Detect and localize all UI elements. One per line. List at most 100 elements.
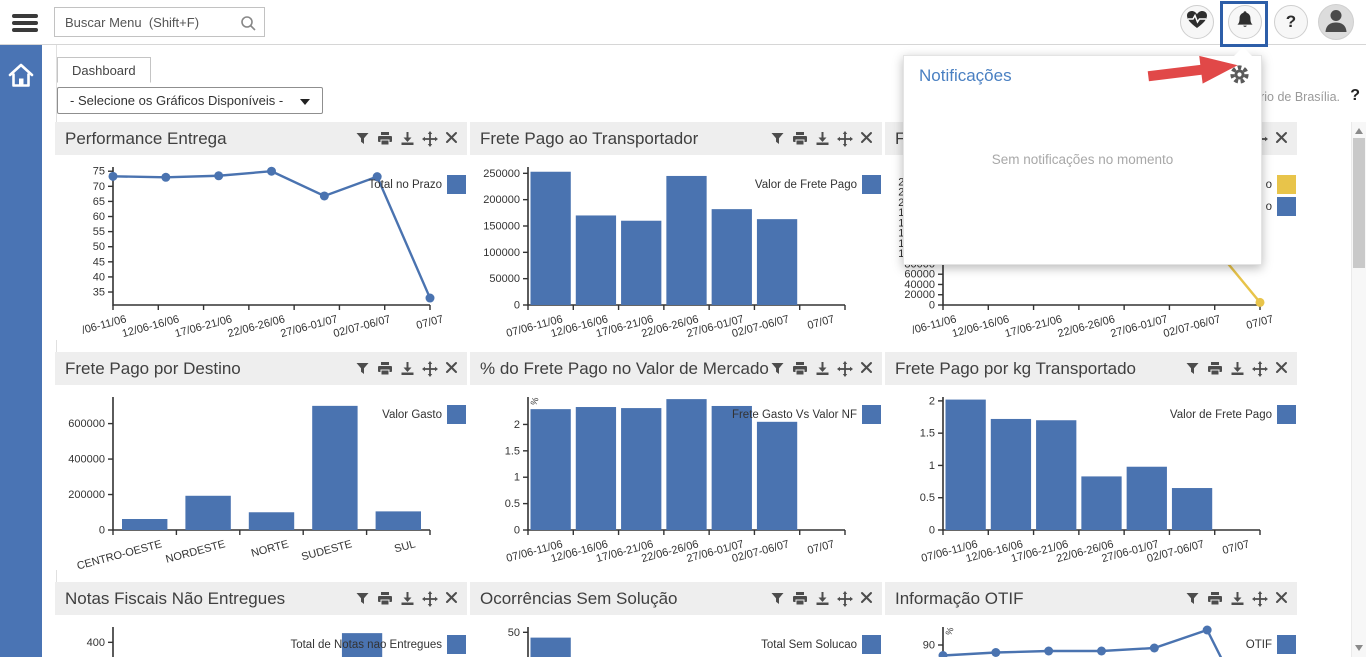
download-icon[interactable] [1230, 591, 1245, 607]
filter-icon[interactable] [770, 591, 785, 607]
chart-card-header: Frete Pago por kg Transportado [885, 352, 1297, 385]
chart-card: Performance Entrega 35 40 45 50 55 60 65 70 75/0… [55, 122, 467, 340]
move-icon[interactable] [1252, 360, 1268, 377]
close-icon[interactable] [445, 591, 458, 607]
help-icon: ? [1285, 12, 1297, 31]
chart-title: Performance Entrega [65, 128, 227, 148]
chart-title: Frete Pago por Destino [65, 358, 241, 378]
svg-text:02/07-06/07: 02/07-06/07 [1162, 313, 1222, 340]
move-icon[interactable] [1252, 590, 1268, 607]
scrollbar-thumb[interactable] [1353, 138, 1365, 268]
chart-title: % do Frete Pago no Valor de Mercadoria [480, 358, 770, 378]
filter-icon[interactable] [355, 131, 370, 147]
avatar [1321, 5, 1351, 40]
timezone-help-icon[interactable]: ? [1350, 87, 1360, 104]
svg-text:OTIF: OTIF [1246, 639, 1272, 651]
svg-text:07/07: 07/07 [806, 313, 836, 332]
filter-icon[interactable] [1185, 361, 1200, 377]
filter-icon[interactable] [770, 361, 785, 377]
print-icon[interactable] [377, 591, 393, 607]
close-icon[interactable] [1275, 361, 1288, 377]
notifications-button[interactable] [1228, 5, 1262, 39]
svg-text:Total Sem Solucao: Total Sem Solucao [761, 639, 857, 651]
svg-text:0.5: 0.5 [505, 498, 520, 510]
download-icon[interactable] [815, 591, 830, 607]
sidebar-item-home[interactable] [0, 53, 42, 101]
health-heart-button[interactable] [1180, 5, 1214, 39]
chart-plot: 400 Total de Notas nao Entregues [87, 627, 466, 657]
close-icon[interactable] [860, 591, 873, 607]
svg-text:0: 0 [514, 525, 520, 537]
close-icon[interactable] [445, 361, 458, 377]
home-icon [6, 60, 36, 95]
content-divider [56, 45, 57, 657]
vertical-scrollbar[interactable] [1351, 122, 1366, 657]
chart-toolbar [355, 590, 467, 607]
scroll-up-icon[interactable] [1355, 128, 1363, 134]
svg-text:o: o [1266, 179, 1272, 191]
print-icon[interactable] [1207, 591, 1223, 607]
chart-card-header: Notas Fiscais Não Entregues [55, 582, 467, 615]
timezone-note: ário de Brasília. [1253, 90, 1340, 104]
svg-text:0: 0 [929, 300, 935, 312]
print-icon[interactable] [792, 361, 808, 377]
filter-icon[interactable] [1185, 591, 1200, 607]
bell-icon [1235, 10, 1255, 35]
svg-text:07/07: 07/07 [1245, 313, 1275, 332]
download-icon[interactable] [1230, 361, 1245, 377]
chart-toolbar [770, 130, 882, 147]
print-icon[interactable] [377, 131, 393, 147]
filter-icon[interactable] [770, 131, 785, 147]
svg-text:22/06-26/06: 22/06-26/06 [1056, 313, 1116, 340]
move-icon[interactable] [837, 590, 853, 607]
print-icon[interactable] [1207, 361, 1223, 377]
svg-text:02/07-06/07: 02/07-06/07 [332, 313, 392, 340]
move-icon[interactable] [837, 360, 853, 377]
move-icon[interactable] [422, 360, 438, 377]
svg-text:1: 1 [514, 472, 520, 484]
close-icon[interactable] [445, 131, 458, 147]
download-icon[interactable] [400, 131, 415, 147]
chart-plot: 00.511.5207/06-11/0612/06-16/0617/06-21/… [505, 396, 881, 565]
filter-icon[interactable] [355, 591, 370, 607]
svg-text:0: 0 [99, 525, 105, 537]
svg-text:0: 0 [514, 300, 520, 312]
print-icon[interactable] [377, 361, 393, 377]
move-icon[interactable] [422, 590, 438, 607]
download-icon[interactable] [815, 361, 830, 377]
close-icon[interactable] [860, 361, 873, 377]
svg-text:NORTE: NORTE [250, 538, 290, 560]
download-icon[interactable] [400, 591, 415, 607]
print-icon[interactable] [792, 131, 808, 147]
user-menu-button[interactable] [1318, 4, 1354, 40]
tab-dashboard[interactable]: Dashboard [57, 57, 151, 83]
svg-text:65: 65 [93, 196, 105, 208]
svg-text:75: 75 [93, 166, 105, 178]
svg-text:%: % [943, 626, 955, 637]
svg-text:27/06-01/07: 27/06-01/07 [1109, 313, 1169, 340]
close-icon[interactable] [1275, 591, 1288, 607]
svg-text:400000: 400000 [68, 454, 105, 466]
chart-toolbar [770, 590, 882, 607]
print-icon[interactable] [792, 591, 808, 607]
svg-text:60000: 60000 [904, 269, 935, 281]
search-input[interactable] [55, 8, 225, 36]
gear-icon[interactable] [1229, 64, 1250, 90]
scroll-down-icon[interactable] [1355, 645, 1363, 651]
svg-text:o: o [1266, 201, 1272, 213]
help-button[interactable]: ? [1274, 5, 1308, 39]
svg-text:07/07: 07/07 [1221, 538, 1251, 557]
download-icon[interactable] [400, 361, 415, 377]
svg-text:SUL: SUL [393, 538, 417, 555]
move-icon[interactable] [422, 130, 438, 147]
chart-selector-dropdown[interactable]: - Selecione os Gráficos Disponíveis - [57, 87, 323, 114]
close-icon[interactable] [860, 131, 873, 147]
chart-card-header: Ocorrências Sem Solução [470, 582, 882, 615]
chart-card: Ocorrências Sem Solução 50 Total Sem Solu… [470, 582, 882, 657]
move-icon[interactable] [837, 130, 853, 147]
download-icon[interactable] [815, 131, 830, 147]
chart-title: Frete Pago por kg Transportado [895, 358, 1136, 378]
close-icon[interactable] [1275, 131, 1288, 147]
menu-icon[interactable] [12, 14, 38, 32]
filter-icon[interactable] [355, 361, 370, 377]
